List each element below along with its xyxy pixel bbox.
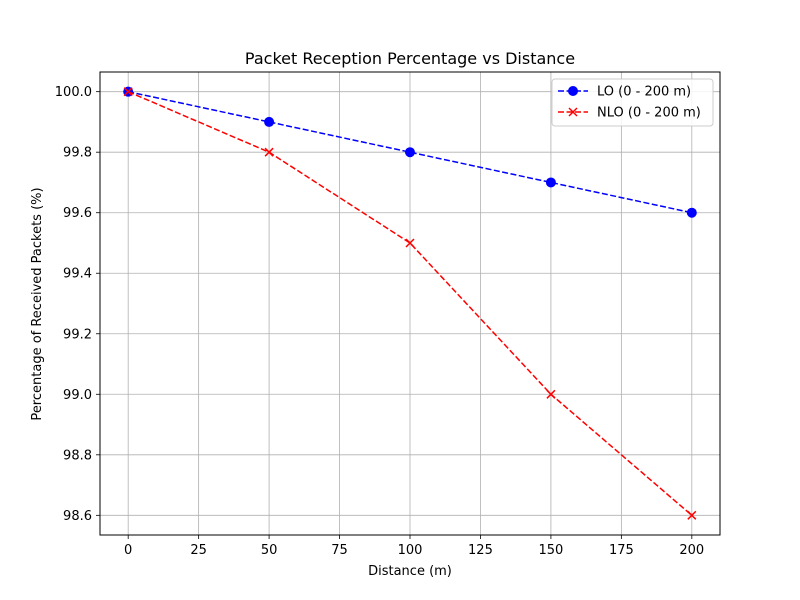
y-tick-label: 99.2 — [63, 327, 92, 342]
data-point — [264, 147, 274, 157]
axis-ticks: 0 25 50 75 100 125 150 175 200 98.6 98.8 99.0 99.2 99… — [55, 85, 704, 558]
x-tick-label: 125 — [468, 543, 493, 558]
y-tick-label: 98.8 — [63, 448, 92, 463]
grid — [100, 72, 720, 535]
data-point — [405, 147, 415, 158]
series-nlo — [123, 87, 697, 520]
series-line — [128, 90, 692, 214]
data-point — [686, 207, 697, 218]
y-tick-label: 98.6 — [63, 509, 92, 524]
data-point — [405, 238, 415, 248]
series-line — [127, 90, 693, 516]
x-tick-label: 75 — [331, 543, 348, 558]
y-tick-label: 99.8 — [63, 146, 92, 161]
x-tick-label: 200 — [679, 543, 704, 558]
data-point — [264, 116, 275, 127]
y-tick-label: 99.4 — [63, 267, 92, 282]
x-tick-label: 0 — [124, 543, 132, 558]
series-group — [123, 86, 697, 520]
data-point — [123, 87, 133, 97]
legend: LO (0 - 200 m) NLO (0 - 200 m) — [551, 78, 714, 127]
legend-box — [551, 78, 714, 127]
y-axis-label: Percentage of Received Packets (%) — [30, 187, 45, 420]
legend-marker — [568, 107, 578, 117]
legend-marker — [568, 86, 578, 96]
legend-label: LO (0 - 200 m) — [597, 85, 691, 100]
x-tick-label: 50 — [261, 543, 278, 558]
chart-title: Packet Reception Percentage vs Distance — [245, 49, 575, 68]
legend-label: NLO (0 - 200 m) — [597, 106, 701, 121]
x-tick-label: 150 — [538, 543, 563, 558]
legend-entry: NLO (0 - 200 m) — [558, 106, 701, 121]
data-point — [546, 389, 556, 399]
y-tick-label: 100.0 — [55, 85, 92, 100]
y-tick-label: 99.0 — [63, 388, 92, 403]
y-tick-label: 99.6 — [63, 206, 92, 221]
x-tick-label: 100 — [398, 543, 423, 558]
legend-entry: LO (0 - 200 m) — [558, 85, 691, 100]
x-tick-label: 175 — [609, 543, 634, 558]
x-tick-label: 25 — [190, 543, 207, 558]
x-axis-label: Distance (m) — [368, 564, 452, 579]
data-point — [545, 177, 556, 188]
data-point — [687, 510, 697, 520]
